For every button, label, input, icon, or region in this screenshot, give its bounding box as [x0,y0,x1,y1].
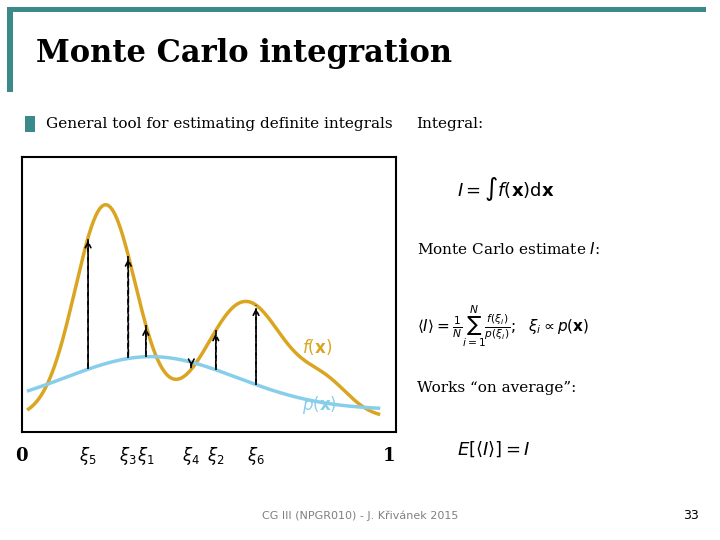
Text: $I = \int f(\mathbf{x})\mathrm{d}\mathbf{x}$: $I = \int f(\mathbf{x})\mathrm{d}\mathbf… [456,175,554,203]
Bar [7,7,706,12]
Text: $\xi_2$: $\xi_2$ [207,446,225,467]
Text: Works “on average”:: Works “on average”: [417,381,576,395]
Text: $f(\mathbf{x})$: $f(\mathbf{x})$ [302,338,332,357]
Text: Monte Carlo estimate $I$:: Monte Carlo estimate $I$: [417,241,600,257]
Text: $\xi_4$: $\xi_4$ [182,446,200,467]
Text: $p(\mathbf{x})$: $p(\mathbf{x})$ [302,394,336,416]
Text: 33: 33 [683,509,698,522]
Bar [7,10,13,92]
Text: $\xi_6$: $\xi_6$ [247,446,265,467]
Text: 0: 0 [15,447,28,465]
Bar [25,116,35,132]
Text: General tool for estimating definite integrals: General tool for estimating definite int… [46,117,392,131]
Text: $\langle I \rangle = \frac{1}{N}\sum_{i=1}^{N}\frac{f(\xi_i)}{p(\xi_i)};\ \ \xi_: $\langle I \rangle = \frac{1}{N}\sum_{i=… [417,303,589,349]
Text: $\xi_3$: $\xi_3$ [120,446,138,467]
Text: CG III (NPGR010) - J. Křivánek 2015: CG III (NPGR010) - J. Křivánek 2015 [262,510,458,521]
Text: Integral:: Integral: [417,117,484,131]
Text: $\xi_1$: $\xi_1$ [137,446,155,467]
Text: 1: 1 [383,447,395,465]
Text: Monte Carlo integration: Monte Carlo integration [36,38,452,69]
Text: $\xi_5$: $\xi_5$ [79,446,97,467]
Text: $E[\langle I \rangle] = I$: $E[\langle I \rangle] = I$ [456,440,531,459]
